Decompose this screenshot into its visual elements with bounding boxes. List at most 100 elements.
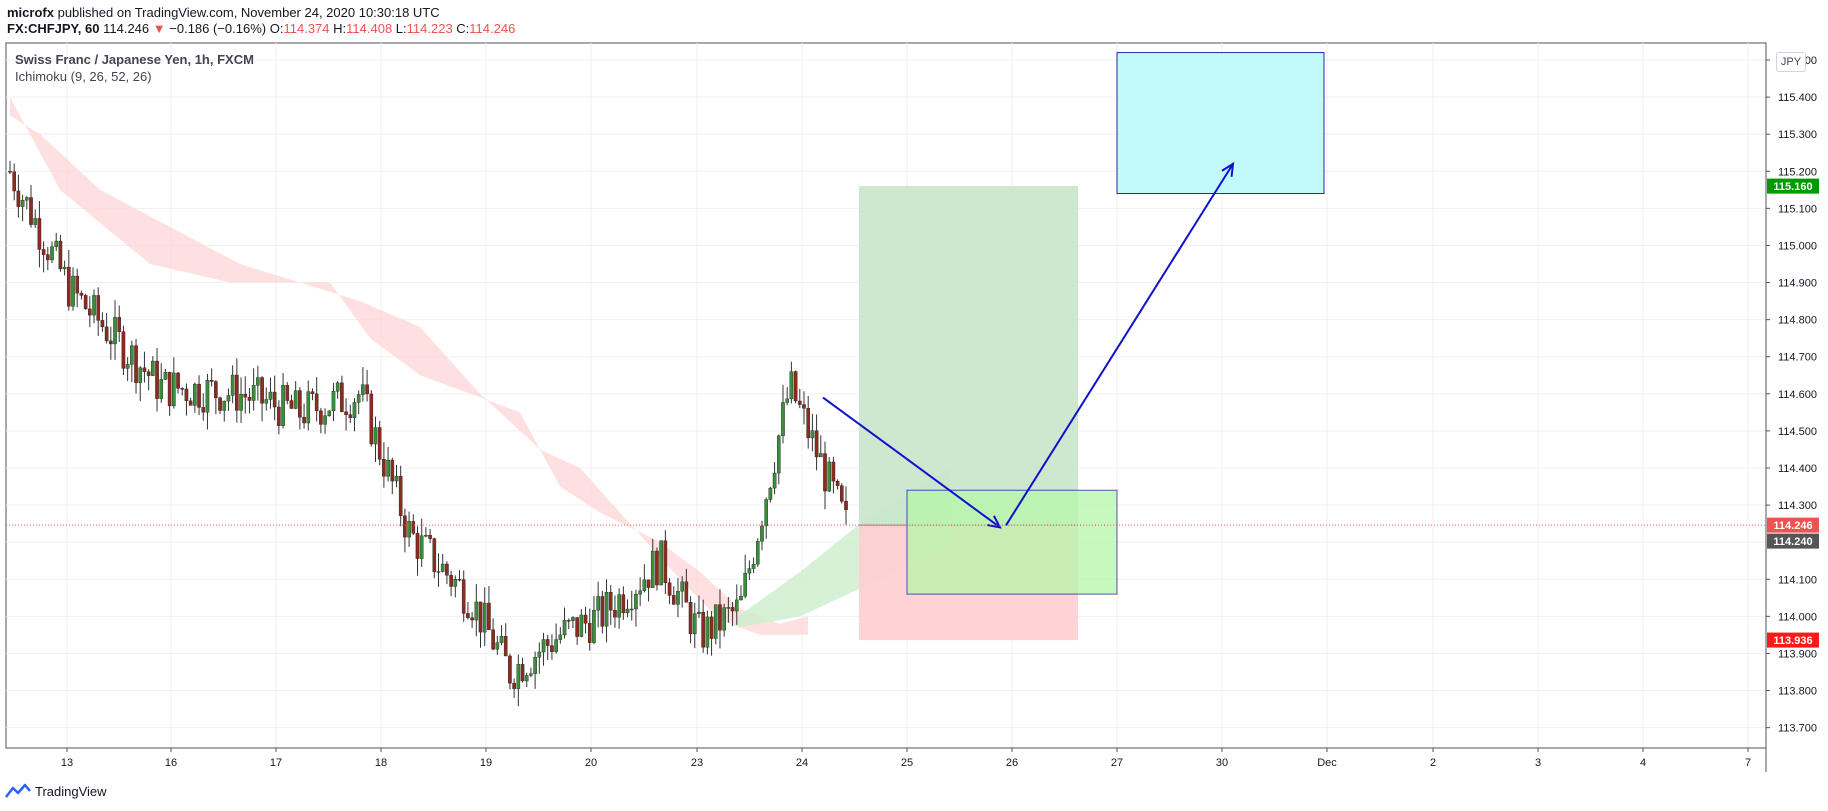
cloud-bearish <box>10 97 808 635</box>
candle-body <box>201 407 206 413</box>
candle-body <box>323 415 327 425</box>
candle-body <box>436 571 441 573</box>
candle-body <box>293 390 298 409</box>
candle-body <box>659 540 663 586</box>
candle-body <box>424 535 428 537</box>
time-tick-label: Dec <box>1317 757 1337 769</box>
candle-body <box>508 655 512 684</box>
candle-body <box>382 459 386 477</box>
candle-body <box>142 367 147 372</box>
candle-body <box>29 197 33 225</box>
candle-body <box>785 398 789 403</box>
symbol-label: FX:CHFJPY, 60 <box>7 21 100 36</box>
candle-body <box>776 435 781 474</box>
price-label-text: 114.240 <box>1773 536 1812 548</box>
open-label: O: <box>269 21 284 36</box>
candle-body <box>218 397 222 411</box>
candle-body <box>390 459 395 482</box>
footer-brand[interactable]: TradingView <box>5 783 107 799</box>
candle-body <box>558 634 563 640</box>
time-tick-label: 25 <box>901 757 913 769</box>
candle-body <box>793 371 798 402</box>
candle-body <box>193 383 197 406</box>
candle-body <box>92 295 96 316</box>
low-value: 114.223 <box>406 21 453 36</box>
candle-body <box>772 472 777 489</box>
candle-body <box>747 568 752 574</box>
candle-body <box>96 295 101 321</box>
candle-body <box>302 417 306 424</box>
candle-body <box>125 364 130 369</box>
high-value: 114.408 <box>346 21 393 36</box>
candle-body <box>797 400 802 405</box>
currency-button[interactable]: JPY <box>1776 52 1806 72</box>
candle-body <box>361 384 365 395</box>
time-tick-label: 18 <box>375 757 387 769</box>
candle-body <box>713 604 718 639</box>
candle-body <box>835 480 840 486</box>
close-value: 114.246 <box>469 21 516 36</box>
candle-body <box>655 550 659 586</box>
candle-body <box>474 601 479 621</box>
candle-body <box>692 613 697 635</box>
candle-body <box>482 602 487 633</box>
candle-body <box>583 614 588 624</box>
candle-body <box>197 383 201 408</box>
price-label-bg <box>1767 533 1819 549</box>
candle-body <box>667 582 672 596</box>
candle-body <box>403 515 407 538</box>
candle-body <box>814 430 819 458</box>
candle-body <box>734 599 739 612</box>
candle-body <box>373 427 378 445</box>
candle-body <box>256 377 260 386</box>
price-chart[interactable]: 113.700 113.800 113.900 114.000 114.100 114.3… <box>0 0 1828 780</box>
candle-body <box>470 617 474 621</box>
candle-body <box>88 308 92 316</box>
candle-body <box>79 292 84 296</box>
candle-body <box>62 266 67 270</box>
candle-body <box>251 385 256 401</box>
author-name[interactable]: microfx <box>7 5 54 20</box>
time-tick-label: 3 <box>1535 757 1541 769</box>
candle-body <box>377 427 382 460</box>
candle-body <box>348 414 353 418</box>
drawn-arrows[interactable] <box>822 161 1235 529</box>
candle-body <box>180 388 185 390</box>
candle-body <box>680 581 684 592</box>
price-tick-label: 113.900 <box>1778 648 1817 660</box>
candle-body <box>369 393 374 445</box>
candle-body <box>264 399 269 404</box>
candle-body <box>579 614 584 637</box>
price-axis[interactable]: 113.700 113.800 113.900 114.000 114.100 114.3… <box>1766 55 1817 735</box>
price-change: −0.186 (−0.16%) <box>169 21 267 36</box>
candle-body <box>764 499 768 527</box>
candle-body <box>705 616 710 648</box>
candle-body <box>730 607 735 612</box>
candle-body <box>310 391 315 395</box>
candle-body <box>432 538 437 572</box>
time-axis[interactable]: 13 16 17 18 19 20 23 24 25 26 27 30 Dec 2 3 4 7 <box>61 748 1751 769</box>
candle-body <box>781 402 785 437</box>
candle-body <box>440 563 445 572</box>
candle-body <box>831 461 836 482</box>
candle-body <box>277 406 281 426</box>
symbol-ohlc-line: FX:CHFJPY, 60 114.246 ▼ −0.186 (−0.16%) … <box>7 21 515 36</box>
low-label: L: <box>395 21 407 36</box>
candle-body <box>411 521 416 534</box>
candle-body <box>159 379 164 399</box>
indicator-legend[interactable]: Ichimoku (9, 26, 52, 26) <box>15 69 152 84</box>
candle-body <box>184 388 189 402</box>
candle-body <box>524 675 529 682</box>
candle-body <box>306 391 311 424</box>
candle-body <box>487 602 491 630</box>
candle-body <box>298 390 302 418</box>
candle-body <box>533 657 537 674</box>
candle-body <box>386 459 390 477</box>
candle-body <box>134 345 138 383</box>
candle-body <box>697 611 701 614</box>
candle-body <box>739 596 743 601</box>
drawn-boxes[interactable] <box>906 52 1325 595</box>
candle-body <box>839 485 844 502</box>
candle-body <box>604 592 609 627</box>
candle-body <box>214 381 218 399</box>
